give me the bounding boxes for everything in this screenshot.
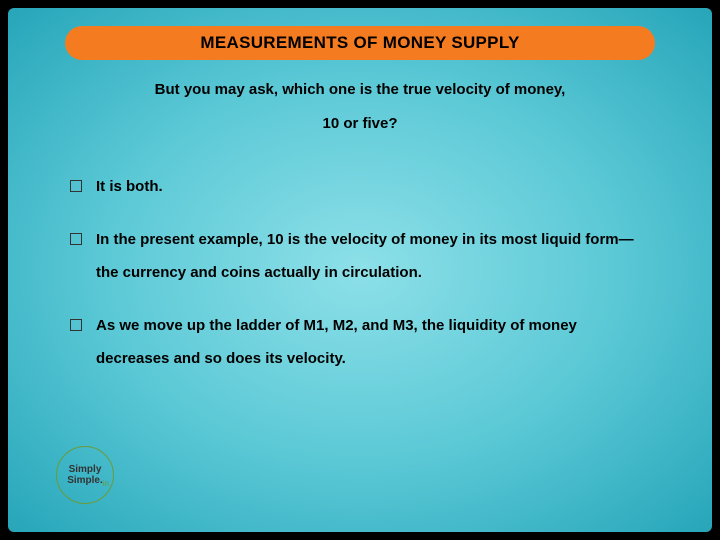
title-bar: MEASUREMENTS OF MONEY SUPPLY — [65, 26, 655, 60]
bullet-item: It is both. — [68, 170, 652, 203]
logo-circle-icon: Simply Simple. in — [56, 446, 114, 504]
slide-container: MEASUREMENTS OF MONEY SUPPLY But you may… — [8, 8, 712, 532]
bullet-item: In the present example, 10 is the veloci… — [68, 223, 652, 289]
logo-text-line2: Simple. — [67, 475, 103, 486]
intro-line-2: 10 or five? — [68, 112, 652, 136]
logo: Simply Simple. in — [56, 446, 114, 504]
bullet-list: It is both. In the present example, 10 i… — [68, 170, 652, 375]
slide-title: MEASUREMENTS OF MONEY SUPPLY — [200, 33, 519, 53]
logo-text-line1: Simply — [69, 464, 102, 475]
intro-text: But you may ask, which one is the true v… — [68, 78, 652, 136]
logo-suffix: in — [103, 480, 109, 489]
content-area: But you may ask, which one is the true v… — [68, 78, 652, 395]
intro-line-1: But you may ask, which one is the true v… — [68, 78, 652, 102]
bullet-item: As we move up the ladder of M1, M2, and … — [68, 309, 652, 375]
